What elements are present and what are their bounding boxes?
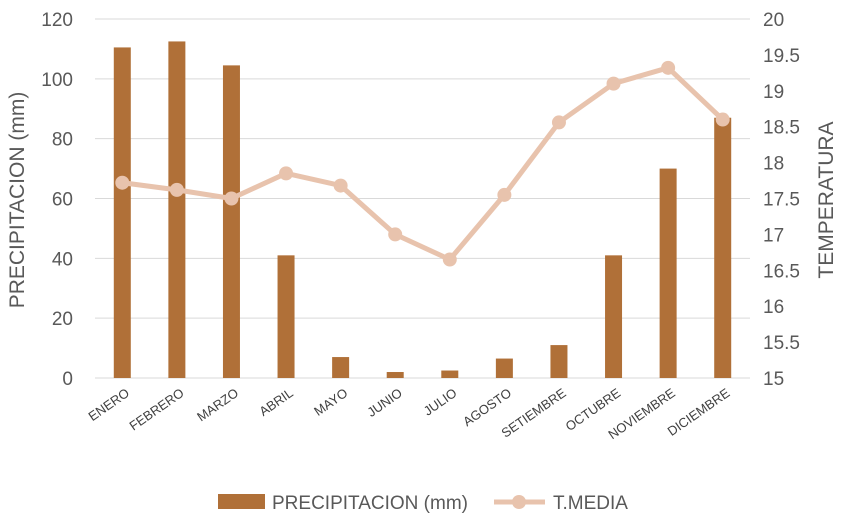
temperature-point xyxy=(442,252,457,267)
y2-tick-label: 20 xyxy=(763,10,784,31)
category-label: MARZO xyxy=(194,385,241,424)
temperature-point xyxy=(661,60,676,75)
temperature-point xyxy=(606,76,621,91)
y-tick-label: 0 xyxy=(62,369,73,390)
precipitation-bar xyxy=(386,372,404,378)
y-tick-label: 40 xyxy=(52,249,73,270)
y2-tick-label: 17 xyxy=(763,225,784,246)
y2-tick-label: 18.5 xyxy=(763,118,800,139)
left-axis-ticks: 0 20 40 60 80 100 120 xyxy=(41,10,73,390)
y2-tick-label: 15 xyxy=(763,369,784,390)
category-label: JUNIO xyxy=(364,385,405,420)
legend-label: T.MEDIA xyxy=(553,493,628,514)
y2-tick-label: 17.5 xyxy=(763,190,800,211)
legend-bar-swatch xyxy=(218,494,265,509)
temperature-series-line xyxy=(121,65,725,263)
y2-axis-title: TEMPERATURA xyxy=(815,121,838,278)
precipitation-bar xyxy=(714,117,732,378)
y2-tick-label: 18 xyxy=(763,154,784,175)
category-label: FEBRERO xyxy=(127,385,187,433)
temperature-point xyxy=(279,166,294,181)
precipitation-bar xyxy=(550,345,568,378)
y-axis-title: PRECIPITACION (mm) xyxy=(6,92,29,309)
precipitation-bar xyxy=(332,357,350,378)
y2-tick-label: 19 xyxy=(763,82,784,103)
precipitation-bar xyxy=(495,358,513,378)
temperature-point xyxy=(715,112,730,127)
temperature-point xyxy=(388,227,403,242)
y2-tick-label: 16 xyxy=(763,297,784,318)
y-tick-label: 100 xyxy=(41,70,73,91)
y2-tick-label: 15.5 xyxy=(763,333,800,354)
precipitation-bars xyxy=(113,41,732,378)
category-label: JULIO xyxy=(421,385,460,418)
temperature-point xyxy=(551,115,566,130)
temperature-point xyxy=(115,175,130,190)
precipitation-bar xyxy=(113,47,131,378)
precipitation-bar xyxy=(659,168,677,378)
temperature-point xyxy=(169,182,184,197)
temperature-point xyxy=(224,191,239,206)
precipitation-bar xyxy=(222,65,240,378)
temperature-point xyxy=(497,187,512,202)
y2-tick-label: 19.5 xyxy=(763,46,800,67)
category-label: ENERO xyxy=(86,385,132,424)
category-label: ABRIL xyxy=(256,385,295,419)
y-tick-label: 20 xyxy=(52,309,73,330)
legend-label: PRECIPITACION (mm) xyxy=(272,493,468,514)
y-tick-label: 120 xyxy=(41,10,73,31)
right-axis-ticks: 15 15.5 16 16.5 17 17.5 18 18.5 19 19.5 20 xyxy=(763,10,800,390)
precipitation-bar xyxy=(441,370,459,378)
legend: PRECIPITACION (mm) T.MEDIA xyxy=(218,493,628,514)
precipitation-bar xyxy=(605,255,623,378)
legend-marker-icon xyxy=(512,495,526,509)
temperature-point xyxy=(333,178,348,193)
y-tick-label: 80 xyxy=(52,130,73,151)
gridlines xyxy=(95,18,750,379)
category-label: DICIEMBRE xyxy=(665,385,733,439)
y2-tick-label: 16.5 xyxy=(763,261,800,282)
precipitation-bar xyxy=(168,41,186,378)
y-tick-label: 60 xyxy=(52,190,73,211)
category-label: MAYO xyxy=(311,385,350,419)
precipitation-bar xyxy=(277,255,295,378)
temperature-line xyxy=(115,60,730,267)
